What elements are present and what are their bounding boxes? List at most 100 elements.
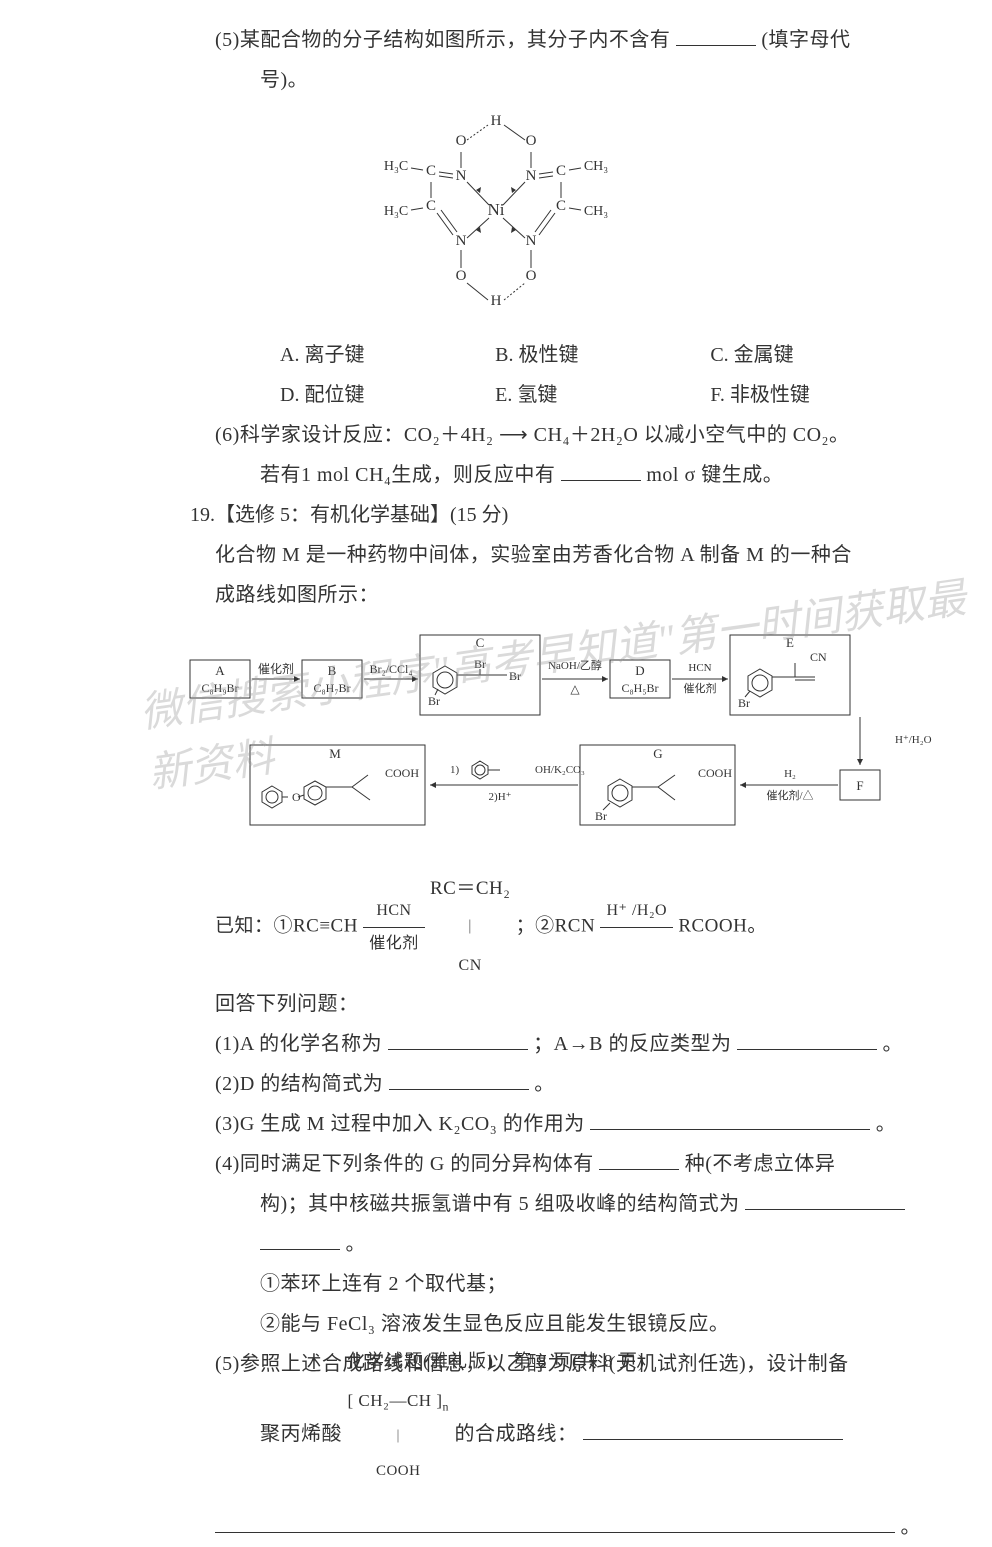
p1-blank1[interactable] xyxy=(388,1026,528,1050)
q19-p4d: 。 xyxy=(60,1224,932,1264)
svg-text:C₈H₇Br: C₈H₇Br xyxy=(313,681,350,695)
p1b: ；A→B 的反应类型为 xyxy=(533,1033,731,1055)
q6-text: (6)科学家设计反应：CO₂＋4H₂ ⟶ CH₄＋2H₂O 以减小空气中的 CO… xyxy=(215,424,850,446)
svg-text:Br: Br xyxy=(428,694,440,708)
svg-text:C: C xyxy=(476,635,485,650)
q19-p4a: (4)同时满足下列条件的 G 的同分异构体有 种(不考虑立体异 xyxy=(60,1144,932,1184)
svg-text:G: G xyxy=(653,746,662,761)
q19-header-text: 19.【选修 5：有机化学基础】(15 分) xyxy=(190,504,508,526)
svg-text:O: O xyxy=(526,268,537,284)
svg-text:1): 1) xyxy=(450,764,460,776)
svg-text:H₃C: H₃C xyxy=(384,204,408,219)
svg-text:C: C xyxy=(426,198,436,214)
choice-a: A. 离子键 xyxy=(280,335,495,375)
choice-f: F. 非极性键 xyxy=(710,375,925,415)
svg-text:N: N xyxy=(456,233,467,249)
arrow1-top: HCN xyxy=(363,895,425,928)
q6-text2a: 若有1 mol CH₄生成，则反应中有 xyxy=(260,464,555,486)
p3a: (3)G 生成 M 过程中加入 K₂CO₃ 的作用为 xyxy=(215,1113,585,1135)
q19-intro1: 化合物 M 是一种药物中间体，实验室由芳香化合物 A 制备 M 的一种合 xyxy=(60,535,932,575)
p5end: 。 xyxy=(901,1516,922,1538)
choice-e: E. 氢键 xyxy=(495,375,710,415)
svg-text:催化剂: 催化剂 xyxy=(258,661,294,676)
svg-text:N: N xyxy=(526,168,537,184)
p3-blank[interactable] xyxy=(590,1106,870,1130)
p5b: 聚丙烯酸 xyxy=(260,1423,348,1445)
known-prefix: 已知：①RC≡CH xyxy=(215,915,358,936)
q19-header: 19.【选修 5：有机化学基础】(15 分) xyxy=(60,495,932,535)
svg-text:H: H xyxy=(491,113,502,129)
poly-left: CH₂—CH xyxy=(358,1391,431,1410)
svg-text:COOH: COOH xyxy=(698,766,732,780)
known-arrow2: H⁺ /H₂O xyxy=(600,895,673,960)
svg-text:H⁺/H₂O: H⁺/H₂O xyxy=(895,734,932,746)
q6-blank[interactable] xyxy=(561,457,641,481)
p2-blank[interactable] xyxy=(389,1066,529,1090)
p5-blank1[interactable] xyxy=(583,1416,843,1440)
synthesis-scheme: A C₈H₉Br 催化剂 B C₈H₇Br Br₂/CCl₄ C Br xyxy=(60,625,932,860)
q19-p1: (1)A 的化学名称为 ；A→B 的反应类型为 。 xyxy=(60,1024,932,1064)
q6-line2: 若有1 mol CH₄生成，则反应中有 mol σ 键生成。 xyxy=(60,455,932,495)
p4b: 种(不考虑立体异 xyxy=(685,1153,836,1175)
svg-text:CN: CN xyxy=(810,650,827,664)
known-arrow1: HCN 催化剂 xyxy=(363,895,425,960)
known-line: 已知：①RC≡CH HCN 催化剂 RC＝CH₂ ｜ CN ；②RCN H⁺ /… xyxy=(60,870,932,984)
svg-text:H₂: H₂ xyxy=(784,768,796,780)
arrow1-bot: 催化剂 xyxy=(363,928,425,960)
svg-text:F: F xyxy=(856,778,863,793)
svg-text:E: E xyxy=(786,635,794,650)
known-mid: RC＝CH₂ xyxy=(430,878,510,899)
q5-blank[interactable] xyxy=(676,22,756,46)
svg-text:A: A xyxy=(215,663,225,678)
p5-blank2[interactable] xyxy=(215,1509,895,1533)
svg-text:催化剂: 催化剂 xyxy=(684,681,717,695)
poly-bottom: COOH xyxy=(376,1463,421,1479)
p4c: 构)；其中核磁共振氢谱中有 5 组吸收峰的结构简式为 xyxy=(260,1193,740,1215)
svg-text:H₃C: H₃C xyxy=(384,159,408,174)
q5-line2: 号)。 xyxy=(60,60,932,100)
svg-text:COOH: COOH xyxy=(385,766,419,780)
q6-line1: (6)科学家设计反应：CO₂＋4H₂ ⟶ CH₄＋2H₂O 以减小空气中的 CO… xyxy=(60,415,932,455)
svg-text:C₈H₉Br: C₈H₉Br xyxy=(201,681,238,695)
p1c: 。 xyxy=(882,1033,903,1055)
svg-text:CH₃: CH₃ xyxy=(584,159,608,174)
svg-text:Br: Br xyxy=(595,809,607,823)
p4a: (4)同时满足下列条件的 G 的同分异构体有 xyxy=(215,1153,594,1175)
svg-text:HCN: HCN xyxy=(688,662,711,674)
page-footer: 化学试题(雅礼版) 第 8 页(共 8 页) xyxy=(0,1347,992,1373)
q19-p3: (3)G 生成 M 过程中加入 K₂CO₃ 的作用为 。 xyxy=(60,1104,932,1144)
svg-text:O: O xyxy=(292,790,301,804)
svg-text:O: O xyxy=(456,268,467,284)
p4-blank3[interactable] xyxy=(260,1226,340,1250)
choice-d: D. 配位键 xyxy=(280,375,495,415)
svg-text:Br: Br xyxy=(474,657,486,671)
scheme-svg: A C₈H₉Br 催化剂 B C₈H₇Br Br₂/CCl₄ C Br xyxy=(180,625,950,855)
choice-c: C. 金属键 xyxy=(710,335,925,375)
svg-text:Br: Br xyxy=(509,669,521,683)
q19-p2: (2)D 的结构简式为 。 xyxy=(60,1064,932,1104)
svg-text:Br: Br xyxy=(738,696,750,710)
p1a: (1)A 的化学名称为 xyxy=(215,1033,382,1055)
cond1: ①苯环上连有 2 个取代基； xyxy=(60,1264,932,1304)
p1-blank2[interactable] xyxy=(737,1026,877,1050)
choice-b: B. 极性键 xyxy=(495,335,710,375)
svg-text:D: D xyxy=(635,663,644,678)
svg-text:Ni: Ni xyxy=(488,200,505,219)
q19-p5end: 。 xyxy=(60,1507,932,1547)
answer-header: 回答下列问题： xyxy=(60,984,932,1024)
p5c: 的合成路线： xyxy=(454,1423,577,1445)
q5-text-a: (5)某配合物的分子结构如图所示，其分子内不含有 xyxy=(215,29,670,51)
p4-blank2[interactable] xyxy=(745,1186,905,1210)
known-cn: CN xyxy=(459,957,482,974)
svg-text:△: △ xyxy=(570,682,580,696)
known-end: RCOOH。 xyxy=(678,915,767,936)
p4d: 。 xyxy=(346,1233,367,1255)
p4-blank1[interactable] xyxy=(599,1146,679,1170)
poly-sub: n xyxy=(443,1399,449,1413)
svg-text:B: B xyxy=(328,663,337,678)
known-sep: ；②RCN xyxy=(516,915,596,936)
q5-text-c: 号)。 xyxy=(260,69,308,91)
p2a: (2)D 的结构简式为 xyxy=(215,1073,383,1095)
svg-text:2)H⁺: 2)H⁺ xyxy=(489,791,512,803)
svg-text:C: C xyxy=(556,198,566,214)
